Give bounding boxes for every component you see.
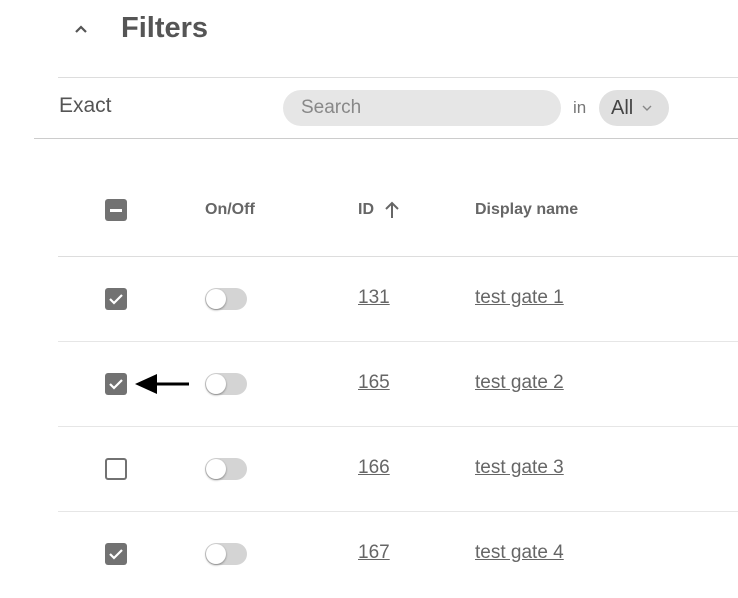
column-header-display-name[interactable]: Display name <box>475 201 579 218</box>
row-name-link[interactable]: test gate 2 <box>475 372 564 393</box>
row-name-link[interactable]: test gate 4 <box>475 542 564 563</box>
chevron-down-icon <box>642 105 652 111</box>
scope-value: All <box>611 96 634 119</box>
scope-select[interactable]: All <box>599 90 669 126</box>
row-id-link[interactable]: 165 <box>358 372 390 393</box>
row-id-link[interactable]: 131 <box>358 287 390 308</box>
exact-match-label[interactable]: Exact <box>59 94 112 117</box>
row-name-link[interactable]: test gate 1 <box>475 287 564 308</box>
row-checkbox[interactable] <box>105 458 127 480</box>
on-off-toggle[interactable] <box>205 543 247 565</box>
in-label: in <box>573 98 587 117</box>
row-checkbox[interactable] <box>105 288 127 310</box>
column-header-id[interactable]: ID <box>358 201 400 219</box>
row-id-link[interactable]: 166 <box>358 457 390 478</box>
row-divider <box>58 511 738 512</box>
row-divider <box>58 341 738 342</box>
search-input[interactable] <box>283 90 561 126</box>
on-off-toggle[interactable] <box>205 288 247 310</box>
row-name-link[interactable]: test gate 3 <box>475 457 564 478</box>
row-id-link[interactable]: 167 <box>358 542 390 563</box>
divider <box>58 77 738 78</box>
row-checkbox[interactable] <box>105 373 127 395</box>
arrow-left-icon <box>135 374 189 394</box>
row-checkbox[interactable] <box>105 543 127 565</box>
column-header-onoff[interactable]: On/Off <box>205 201 255 218</box>
arrow-up-icon <box>385 201 399 218</box>
row-divider <box>58 426 738 427</box>
on-off-toggle[interactable] <box>205 458 247 480</box>
column-header-id-label: ID <box>358 201 374 218</box>
divider <box>34 138 738 139</box>
page-title: Filters <box>121 12 209 44</box>
select-all-checkbox[interactable] <box>105 199 127 221</box>
divider <box>58 256 738 257</box>
chevron-up-icon[interactable] <box>72 20 90 38</box>
on-off-toggle[interactable] <box>205 373 247 395</box>
